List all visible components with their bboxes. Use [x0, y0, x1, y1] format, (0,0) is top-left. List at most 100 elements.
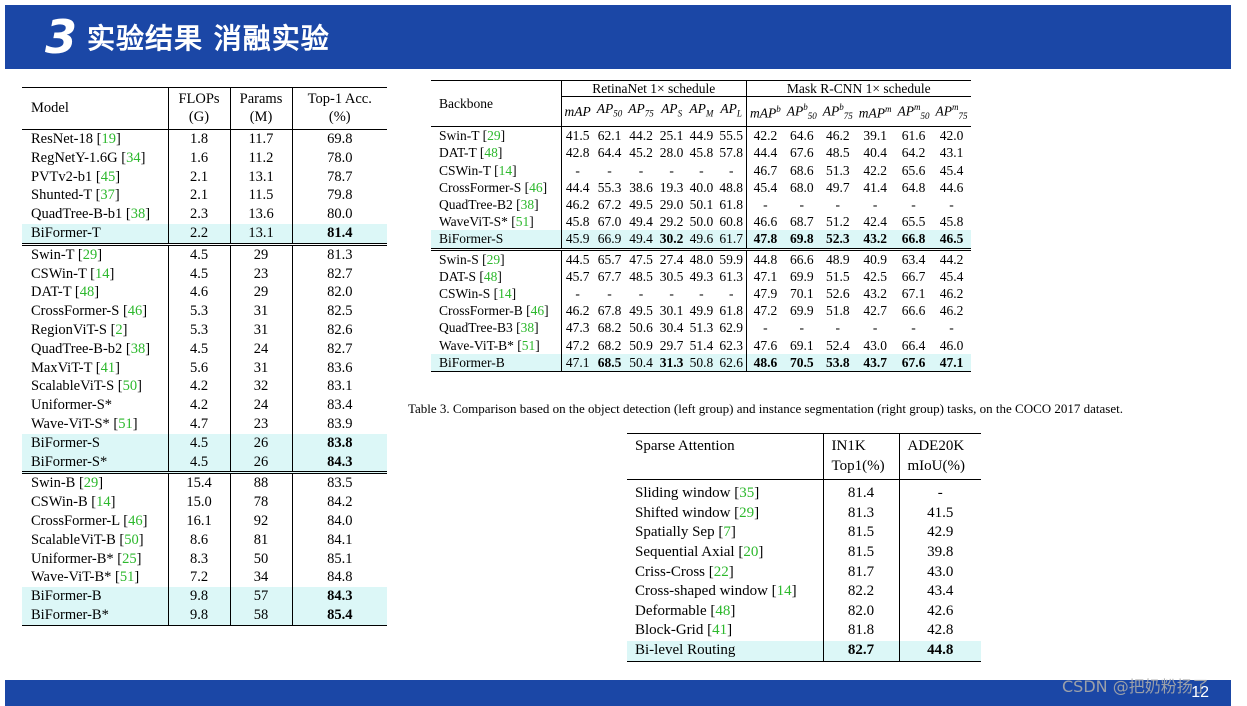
header-text: (G) — [188, 109, 210, 125]
ade20k-cell: 42.6 — [927, 602, 954, 619]
value-cell: 50.1 — [689, 197, 714, 212]
page-number: 12 — [1191, 684, 1209, 701]
value-cell: 41.4 — [863, 179, 887, 195]
model-name-cell: BiFormer-B* — [22, 605, 169, 626]
metric-superscript: m — [952, 102, 959, 112]
flops-cell: 4.2 — [168, 377, 231, 397]
table-row: Bi-level Routing 82.7 44.8 — [627, 640, 981, 662]
model-name-cell: Swin-T [29] — [22, 242, 169, 265]
value-cell: 49.4 — [629, 214, 653, 230]
value-cell: 57.8 — [716, 144, 748, 162]
metric-name: AP — [720, 101, 737, 117]
citation-ref: 14 — [96, 494, 111, 511]
flops-cell: 15.0 — [168, 493, 231, 512]
value-cell: - — [699, 286, 704, 302]
model-name: CSWin-T — [31, 265, 87, 282]
table-row: CrossFormer-L [46] 16.1 92 84.0 — [22, 511, 387, 531]
params-cell: 78 — [230, 493, 293, 512]
model-name-cell: QuadTree-B-b1 [38] — [22, 205, 169, 224]
accuracy-cell: 78.7 — [327, 168, 353, 185]
model-name: ResNet-18 — [31, 131, 94, 147]
metric-name: mAP — [564, 103, 591, 119]
model-name: QuadTree-B2 — [439, 197, 513, 212]
model-name: ScalableViT-S — [31, 378, 115, 395]
value-cell: - — [716, 285, 748, 303]
flops-cell: 4.5 — [168, 264, 231, 284]
header-text: FLOPs — [178, 91, 220, 107]
value-cell: 44.2 — [932, 247, 971, 268]
column-header: Params (M) — [230, 87, 293, 130]
metric-header: APM — [686, 96, 717, 128]
model-name-cell: CrossFormer-L [46] — [22, 511, 169, 531]
accuracy-cell: 81.4 — [292, 223, 387, 245]
citation-ref: 50 — [124, 531, 139, 548]
value-cell: 31.3 — [656, 353, 687, 372]
accuracy-cell: 84.3 — [292, 452, 387, 473]
accuracy-cell: 79.8 — [327, 187, 353, 204]
value-cell: 47.2 — [753, 303, 778, 319]
value-cell: 62.3 — [716, 336, 748, 354]
citation-ref: 45 — [100, 168, 116, 185]
in1k-cell: 81.8 — [823, 621, 900, 641]
value-cell: 66.9 — [593, 230, 626, 250]
value-cell: - — [949, 197, 954, 212]
citation-ref: 51 — [515, 214, 530, 230]
table-row: WaveViT-S* [51] 45.8 67.0 49.4 29.2 50.0 60.8 4… — [431, 213, 971, 231]
metric-header: mAPm — [855, 96, 895, 128]
table-row: ResNet-18 [19] 1.8 11.7 69.8 — [22, 129, 387, 149]
value-cell: 45.8 — [939, 214, 964, 230]
accuracy-cell: 80.0 — [327, 206, 353, 223]
params-cell: 50 — [230, 549, 293, 569]
value-cell: - — [638, 286, 644, 302]
value-cell: 46.0 — [939, 337, 964, 353]
citation-ref: 41 — [100, 359, 116, 376]
value-cell: 51.2 — [825, 214, 850, 230]
value-cell: 64.6 — [789, 128, 814, 144]
model-name-cell: ResNet-18 [19] — [22, 129, 169, 149]
table-row: CSWin-S [14] - - - - - -47.9 70.1 52.6 43.2 67.1 46… — [431, 285, 971, 303]
value-cell: 69.1 — [789, 337, 814, 353]
header-text: Top1(%) — [831, 457, 885, 474]
model-name-cell: Cross-shaped window [14] — [627, 582, 824, 602]
value-cell: - — [799, 197, 805, 212]
flops-cell: 4.5 — [168, 242, 231, 265]
flops-cell: 4.5 — [168, 339, 231, 359]
model-name-cell: Wave-ViT-S* [51] — [22, 414, 169, 434]
table-row: CrossFormer-B [46] 46.2 67.8 49.5 30.1 49.9 61… — [431, 302, 971, 320]
header-text: IN1K — [831, 438, 866, 454]
model-name: BiFormer-T — [31, 224, 101, 241]
value-cell: - — [607, 286, 612, 302]
citation-ref: 48 — [483, 268, 498, 284]
citation-ref: 46 — [530, 303, 545, 319]
value-cell: 45.2 — [629, 145, 653, 161]
table-row: Sliding window [35] 81.4 - — [627, 479, 981, 504]
metric-subscript: 50 — [920, 111, 930, 122]
model-name-cell: Uniformer-S* — [22, 396, 169, 415]
value-cell: 50.9 — [629, 337, 653, 353]
table-row: PVTv2-b1 [45] 2.1 13.1 78.7 — [22, 167, 387, 187]
value-cell: - — [575, 286, 580, 302]
value-cell: 50.4 — [625, 353, 657, 372]
value-cell: - — [835, 320, 841, 336]
value-cell: 47.8 — [746, 230, 784, 250]
value-cell: 43.0 — [863, 337, 887, 353]
value-cell: 45.4 — [939, 162, 964, 178]
model-name-cell: CrossFormer-S [46] — [431, 178, 562, 196]
value-cell: 61.3 — [716, 267, 748, 286]
model-name: BiFormer-S — [439, 231, 504, 247]
value-cell: - — [699, 162, 704, 178]
citation-ref: 46 — [529, 179, 543, 195]
accuracy-cell: 82.5 — [327, 303, 353, 320]
citation-ref: 51 — [119, 569, 135, 586]
table-row: Shifted window [29] 81.3 41.5 — [627, 503, 981, 524]
value-cell: 49.6 — [686, 230, 717, 250]
model-name: Spatially Sep — [635, 524, 715, 541]
table-row: Criss-Cross [22] 81.7 43.0 — [627, 562, 981, 583]
model-name: Wave-ViT-B* — [439, 337, 514, 353]
accuracy-cell: 69.8 — [327, 131, 353, 147]
footer-bar: 12 — [5, 680, 1231, 706]
metric-superscript: b — [803, 102, 808, 112]
flops-cell: 8.3 — [168, 549, 231, 569]
value-cell: 49.4 — [625, 230, 657, 250]
table-row: QuadTree-B-b2 [38] 4.5 24 82.7 — [22, 339, 387, 359]
